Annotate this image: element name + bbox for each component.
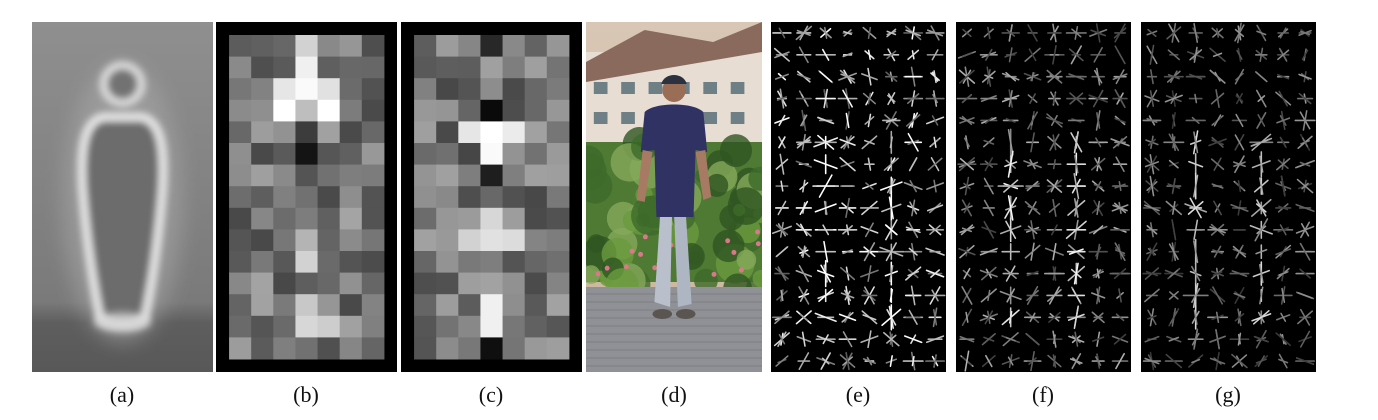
- caption-c: (c): [478, 382, 504, 407]
- pedestrian-photo-panel: [586, 22, 762, 372]
- average-gradient-panel: [32, 22, 213, 372]
- hog-descriptor-panel-f: [956, 22, 1131, 372]
- pedestrian-photo-panel-image: [586, 22, 762, 372]
- hog-descriptor-panel-f-image: [956, 22, 1131, 372]
- hog-descriptor-panel-e: [771, 22, 946, 372]
- hog-descriptor-panel-g: [1141, 22, 1316, 372]
- hog-descriptor-panel-e-image: [771, 22, 946, 372]
- weight-grid-panel-b: [216, 22, 397, 372]
- caption-e: (e): [845, 382, 871, 407]
- caption-a: (a): [109, 382, 135, 407]
- average-gradient-panel-image: [32, 22, 213, 372]
- caption-d: (d): [661, 382, 687, 407]
- hog-descriptor-panel-g-image: [1141, 22, 1316, 372]
- weight-grid-panel-b-image: [216, 22, 397, 372]
- caption-b: (b): [293, 382, 319, 407]
- weight-grid-panel-c: [401, 22, 582, 372]
- caption-g: (g): [1215, 382, 1241, 407]
- caption-f: (f): [1032, 382, 1054, 407]
- weight-grid-panel-c-image: [401, 22, 582, 372]
